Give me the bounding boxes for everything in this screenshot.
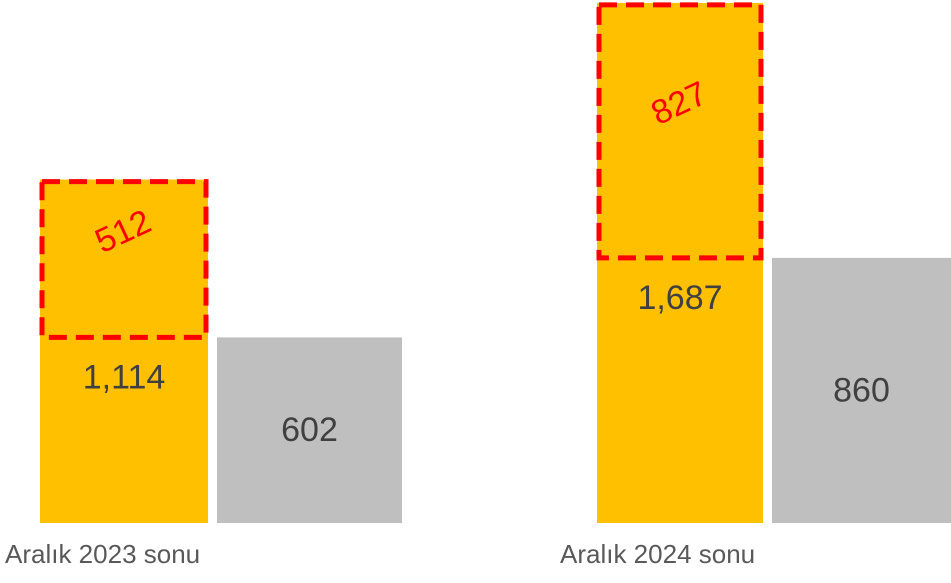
value-label: 1,114 <box>83 358 166 396</box>
bar <box>597 2 763 523</box>
bar <box>217 337 402 523</box>
x-tick-label: Aralık 2023 sonu <box>5 539 200 569</box>
value-label: 1,687 <box>637 279 722 317</box>
highlight-box <box>596 2 764 261</box>
x-tick-label: Aralık 2024 sonu <box>560 539 755 569</box>
bar <box>772 257 951 523</box>
bar <box>40 179 208 523</box>
value-label: 602 <box>281 411 338 449</box>
highlight-box <box>39 179 209 340</box>
value-label: 860 <box>833 371 890 409</box>
